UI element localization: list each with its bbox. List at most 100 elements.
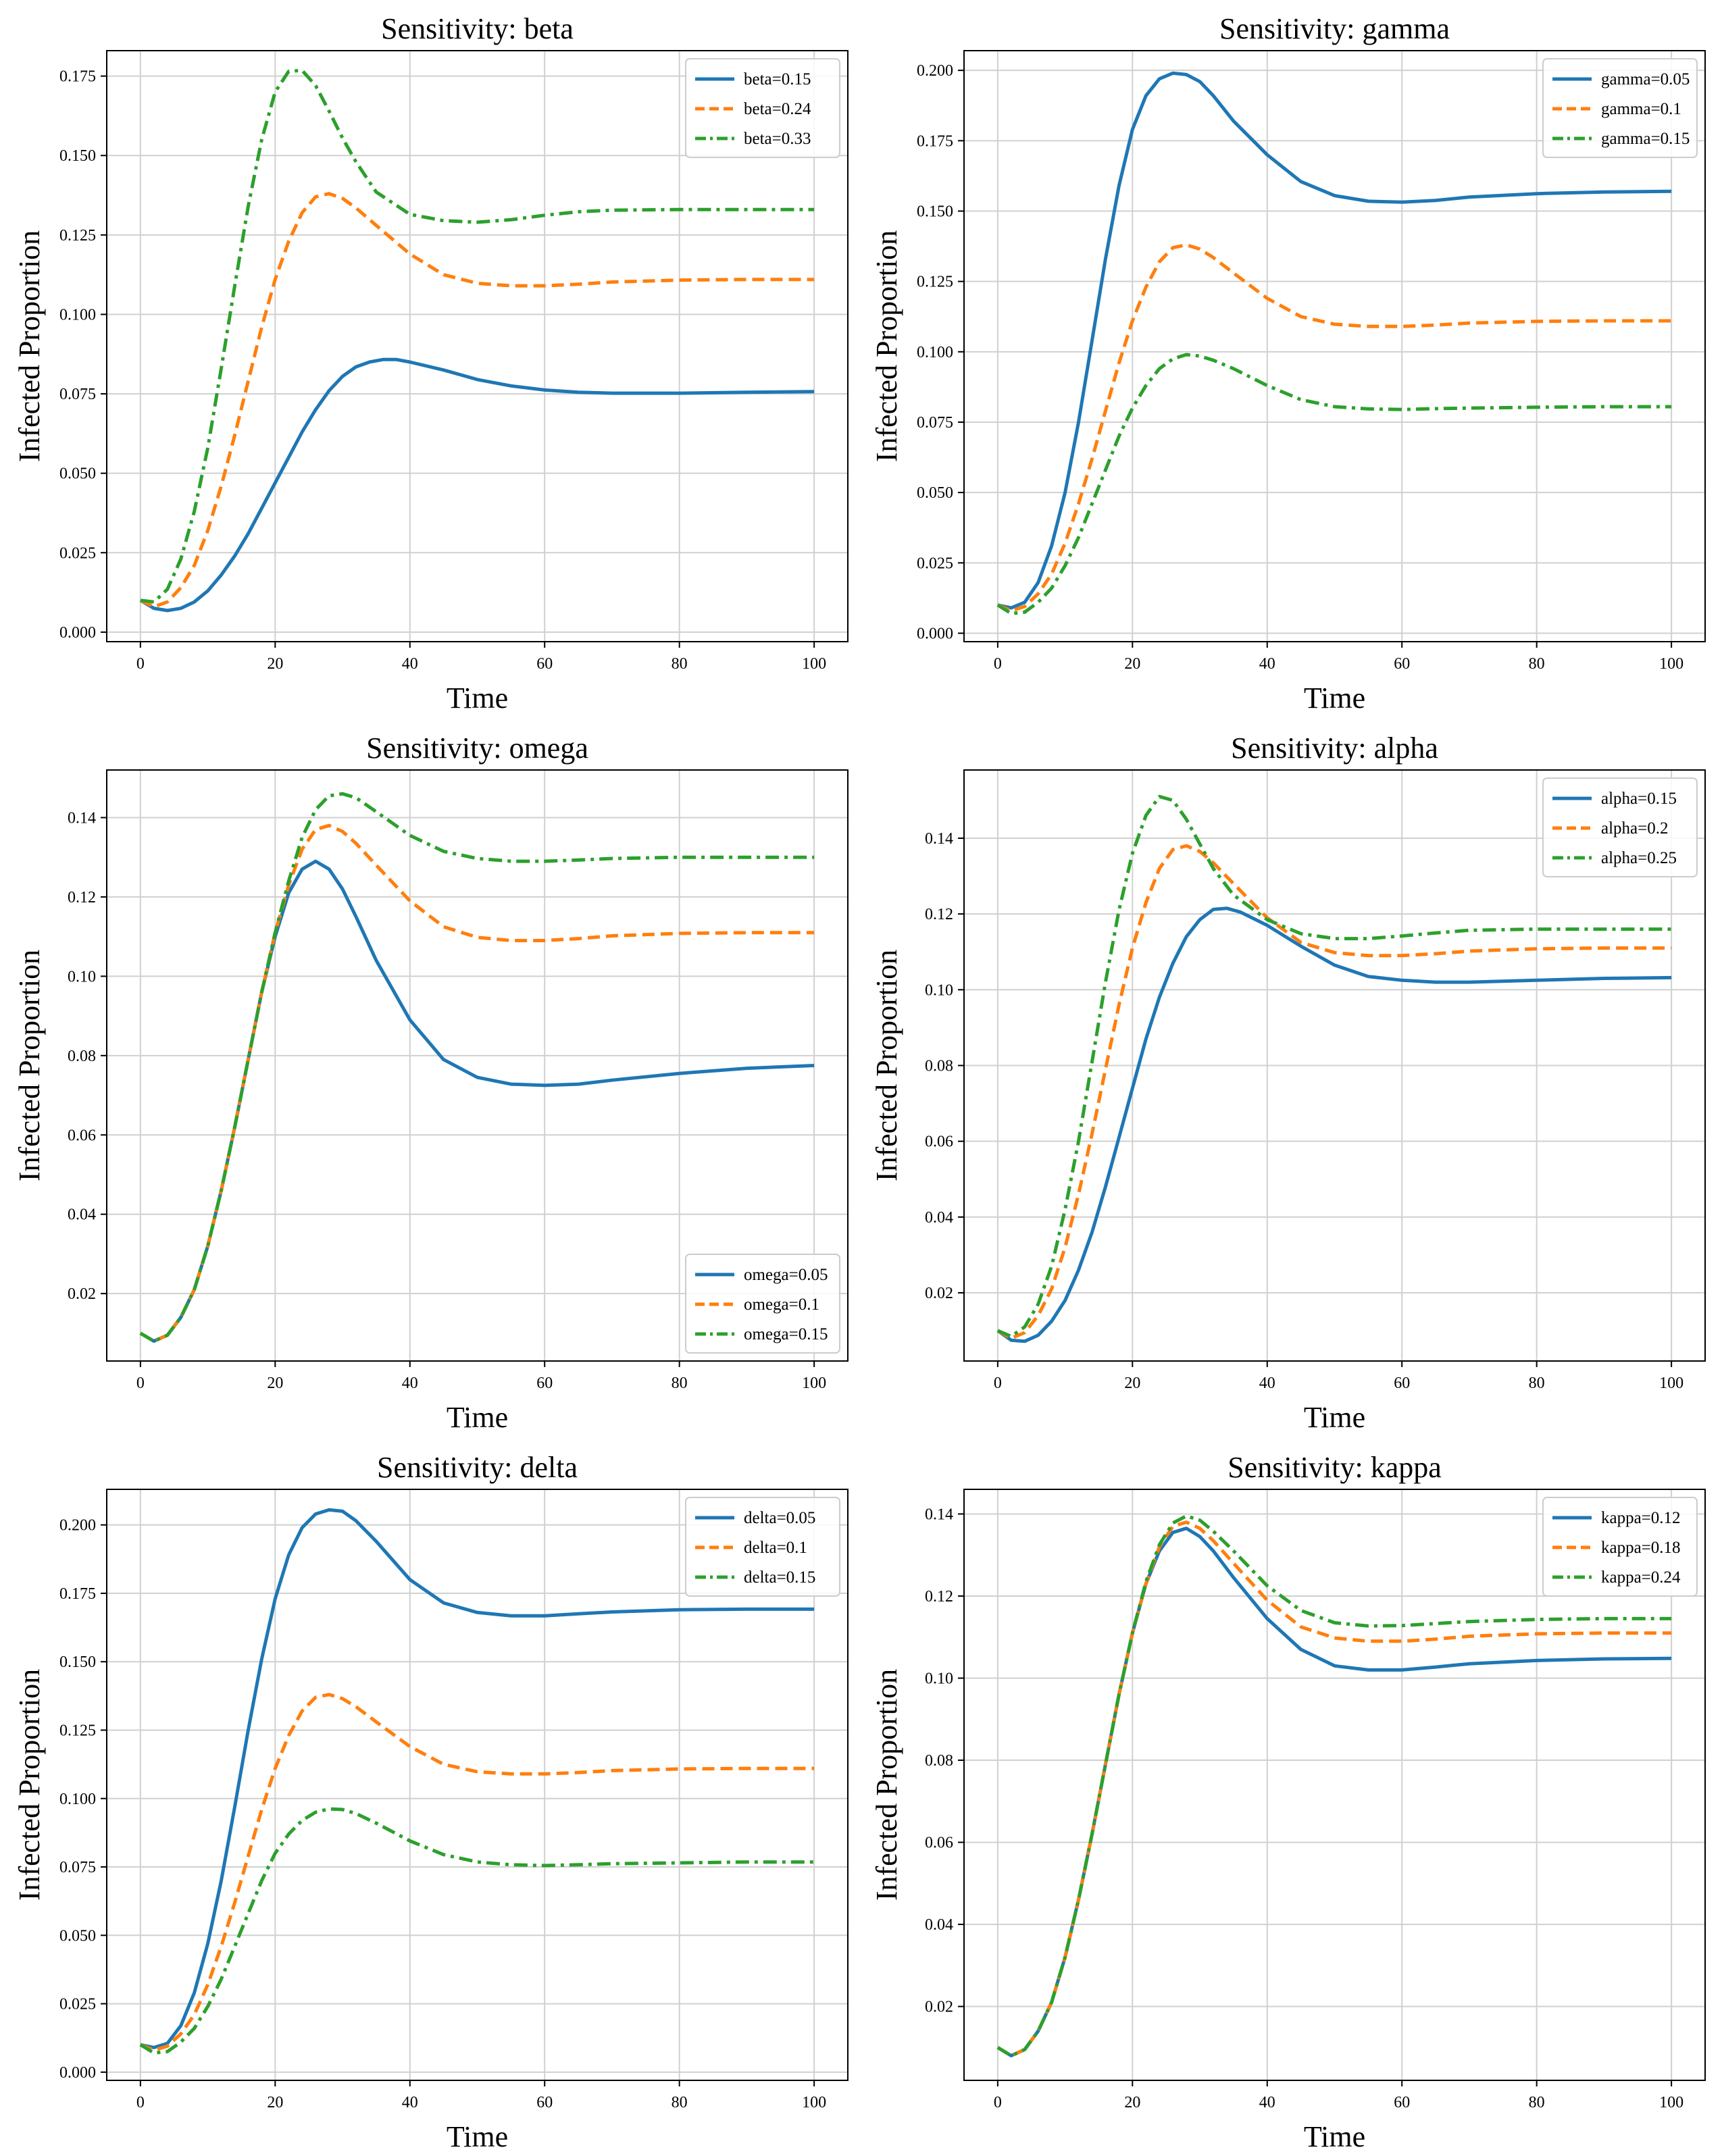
- y-tick-label: 0.100: [59, 1791, 96, 1808]
- y-tick-label: 0.08: [925, 1058, 953, 1075]
- x-axis-label: Time: [1304, 2120, 1365, 2153]
- y-tick-label: 0.02: [68, 1285, 96, 1303]
- series-line-2: [139, 192, 815, 609]
- y-tick-label: 0.075: [917, 414, 953, 432]
- y-tick-label: 0.150: [59, 1653, 96, 1671]
- x-tick-label: 60: [1394, 2094, 1410, 2111]
- x-tick-label: 40: [402, 2094, 418, 2111]
- x-tick-label: 80: [1529, 2094, 1545, 2111]
- x-tick-label: 60: [1394, 1375, 1410, 1392]
- x-tick-label: 100: [802, 1375, 826, 1392]
- chart-title: Sensitivity: kappa: [1227, 1451, 1442, 1484]
- legend-label-1: beta=0.15: [744, 70, 811, 88]
- x-tick-label: 0: [994, 2094, 1002, 2111]
- y-tick-label: 0.12: [925, 906, 953, 923]
- y-tick-label: 0.000: [59, 624, 96, 642]
- legend-box: [1542, 58, 1698, 158]
- series-line-2: [996, 243, 1672, 613]
- legend-label-2: delta=0.1: [744, 1539, 807, 1557]
- axes-frame: [106, 769, 849, 1362]
- y-tick-label: 0.02: [925, 1285, 953, 1302]
- y-tick-label: 0.12: [68, 889, 96, 906]
- y-tick-label: 0.06: [925, 1133, 953, 1151]
- x-tick-label: 100: [1659, 1375, 1683, 1392]
- y-tick-label: 0.04: [925, 1916, 953, 1934]
- chart-panel-1: 0 20 40 60 80 100 0.000 0.025 0.050 0.075 0.100 0.1…: [13, 12, 849, 715]
- x-axis-label: Time: [447, 2120, 508, 2153]
- x-tick-label: 20: [1124, 2094, 1140, 2111]
- axes-frame: [106, 1489, 849, 2081]
- axes-frame: [963, 50, 1706, 642]
- x-tick-label: 40: [1259, 1375, 1275, 1392]
- axes-frame: [963, 1489, 1706, 2081]
- y-tick-label: 0.10: [925, 1670, 953, 1688]
- y-tick-label: 0.050: [917, 484, 953, 502]
- series-line-3: [996, 353, 1672, 615]
- y-tick-label: 0.02: [925, 1999, 953, 2016]
- x-tick-label: 40: [402, 1375, 418, 1392]
- series-line-2: [996, 844, 1672, 1340]
- series-line-1: [139, 859, 815, 1343]
- legend: kappa=0.12 kappa=0.18 kappa=0.24: [1542, 1497, 1698, 1597]
- legend: delta=0.05 delta=0.1 delta=0.15: [685, 1497, 840, 1597]
- x-tick-label: 20: [267, 2094, 283, 2111]
- chart-panel-3: 0 20 40 60 80 100 0.02 0.04 0.06 0.08 0.10 0.12 0.14…: [13, 732, 849, 1434]
- y-axis-label: Infected Proportion: [870, 950, 903, 1181]
- chart-title: Sensitivity: beta: [381, 12, 574, 45]
- y-tick-label: 0.150: [917, 203, 953, 221]
- x-tick-label: 80: [672, 1375, 688, 1392]
- x-tick-label: 60: [536, 2094, 553, 2111]
- axes-frame: [106, 50, 849, 642]
- x-tick-label: 80: [672, 655, 688, 673]
- x-tick-label: 100: [1659, 655, 1683, 673]
- legend-box: [685, 1497, 840, 1597]
- y-tick-label: 0.025: [59, 1996, 96, 2013]
- series-line-3: [140, 68, 815, 604]
- chart-panel-6: 0 20 40 60 80 100 0.02 0.04 0.06 0.08 0.10 0.12 0.14…: [870, 1451, 1706, 2153]
- legend-label-2: omega=0.1: [744, 1295, 819, 1314]
- legend-label-1: alpha=0.15: [1601, 790, 1677, 808]
- y-tick-label: 0.04: [925, 1209, 953, 1227]
- x-axis-label: Time: [1304, 1401, 1365, 1434]
- x-tick-label: 100: [802, 655, 826, 673]
- x-tick-label: 60: [536, 1375, 553, 1392]
- y-tick-label: 0.14: [925, 1506, 953, 1523]
- chart-title: Sensitivity: delta: [377, 1451, 578, 1484]
- chart-panel-5: 0 20 40 60 80 100 0.000 0.025 0.050 0.075 0.100 0.1…: [13, 1451, 849, 2153]
- x-tick-label: 0: [994, 1375, 1002, 1392]
- x-tick-label: 0: [136, 1375, 145, 1392]
- y-tick-label: 0.100: [59, 306, 96, 324]
- y-tick-label: 0.025: [59, 544, 96, 562]
- x-tick-label: 0: [136, 655, 145, 673]
- series-line-3: [996, 1514, 1672, 2057]
- y-axis-label: Infected Proportion: [13, 230, 46, 462]
- y-tick-label: 0.125: [59, 227, 96, 245]
- legend: beta=0.15 beta=0.24 beta=0.33: [685, 58, 840, 158]
- legend-label-1: omega=0.05: [744, 1266, 828, 1284]
- legend: omega=0.05 omega=0.1 omega=0.15: [685, 1254, 840, 1354]
- x-tick-label: 20: [1124, 655, 1140, 673]
- x-tick-label: 60: [536, 655, 553, 673]
- series-line-1: [996, 1526, 1672, 2057]
- series-line-2: [139, 1693, 815, 2052]
- x-tick-label: 100: [1659, 2094, 1683, 2111]
- y-tick-label: 0.08: [68, 1048, 96, 1065]
- y-tick-label: 0.10: [68, 968, 96, 985]
- series-line-1: [140, 1508, 815, 2049]
- y-tick-label: 0.200: [917, 62, 953, 80]
- x-tick-label: 40: [402, 655, 418, 673]
- y-tick-label: 0.14: [925, 830, 953, 848]
- legend-label-2: beta=0.24: [744, 100, 811, 118]
- y-tick-label: 0.125: [59, 1722, 96, 1739]
- legend-label-1: kappa=0.12: [1601, 1509, 1681, 1527]
- y-tick-label: 0.200: [59, 1517, 96, 1535]
- y-tick-label: 0.12: [925, 1588, 953, 1606]
- y-tick-label: 0.000: [917, 625, 953, 643]
- y-tick-label: 0.14: [68, 809, 96, 827]
- y-tick-label: 0.075: [59, 1859, 96, 1876]
- y-tick-label: 0.175: [59, 1585, 96, 1603]
- y-tick-label: 0.150: [59, 147, 96, 165]
- y-tick-label: 0.10: [925, 981, 953, 999]
- x-tick-label: 80: [1529, 1375, 1545, 1392]
